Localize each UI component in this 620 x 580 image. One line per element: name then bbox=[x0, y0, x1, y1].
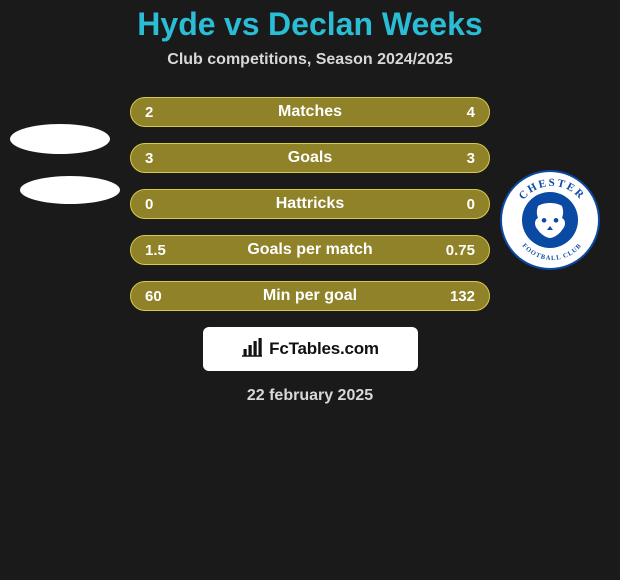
stat-label: Hattricks bbox=[276, 195, 344, 213]
stat-row-hattricks: 0 Hattricks 0 bbox=[130, 189, 490, 219]
right-club-badge: CHESTER FOOTBALL CLUB bbox=[500, 170, 600, 270]
wolf-head-icon bbox=[530, 200, 570, 240]
stat-label: Goals bbox=[288, 149, 332, 167]
bars-chart-icon bbox=[241, 337, 263, 362]
stat-left-value: 1.5 bbox=[145, 242, 166, 259]
chester-center-circle bbox=[522, 192, 578, 248]
stat-right-value: 0 bbox=[467, 196, 475, 213]
subtitle: Club competitions, Season 2024/2025 bbox=[0, 51, 620, 69]
stat-right-value: 3 bbox=[467, 150, 475, 167]
stat-label: Matches bbox=[278, 103, 342, 121]
title-player-right: Declan Weeks bbox=[268, 6, 483, 42]
title-row: Hyde vs Declan Weeks bbox=[0, 0, 620, 43]
stat-row-min-per-goal: 60 Min per goal 132 bbox=[130, 281, 490, 311]
left-club-badge-placeholder-bottom bbox=[20, 176, 120, 204]
stat-rows: 2 Matches 4 3 Goals 3 0 Hattricks 0 1.5 … bbox=[130, 97, 490, 311]
stat-row-goals: 3 Goals 3 bbox=[130, 143, 490, 173]
stat-left-value: 0 bbox=[145, 196, 153, 213]
chester-badge-inner: CHESTER FOOTBALL CLUB bbox=[502, 172, 598, 268]
brand-pill[interactable]: FcTables.com bbox=[203, 327, 418, 371]
stat-label: Goals per match bbox=[247, 241, 372, 259]
stat-right-value: 132 bbox=[450, 288, 475, 305]
stat-left-value: 60 bbox=[145, 288, 162, 305]
date: 22 february 2025 bbox=[0, 387, 620, 405]
stat-left-value: 2 bbox=[145, 104, 153, 121]
title-player-left: Hyde bbox=[137, 6, 215, 42]
brand-text: FcTables.com bbox=[269, 339, 379, 359]
stat-label: Min per goal bbox=[263, 287, 357, 305]
stat-row-goals-per-match: 1.5 Goals per match 0.75 bbox=[130, 235, 490, 265]
stat-right-value: 4 bbox=[467, 104, 475, 121]
comparison-card: Hyde vs Declan Weeks Club competitions, … bbox=[0, 0, 620, 440]
stat-left-value: 3 bbox=[145, 150, 153, 167]
stat-right-value: 0.75 bbox=[446, 242, 475, 259]
title-vs: vs bbox=[224, 6, 260, 42]
stat-row-matches: 2 Matches 4 bbox=[130, 97, 490, 127]
left-club-badge-placeholder-top bbox=[10, 124, 110, 154]
